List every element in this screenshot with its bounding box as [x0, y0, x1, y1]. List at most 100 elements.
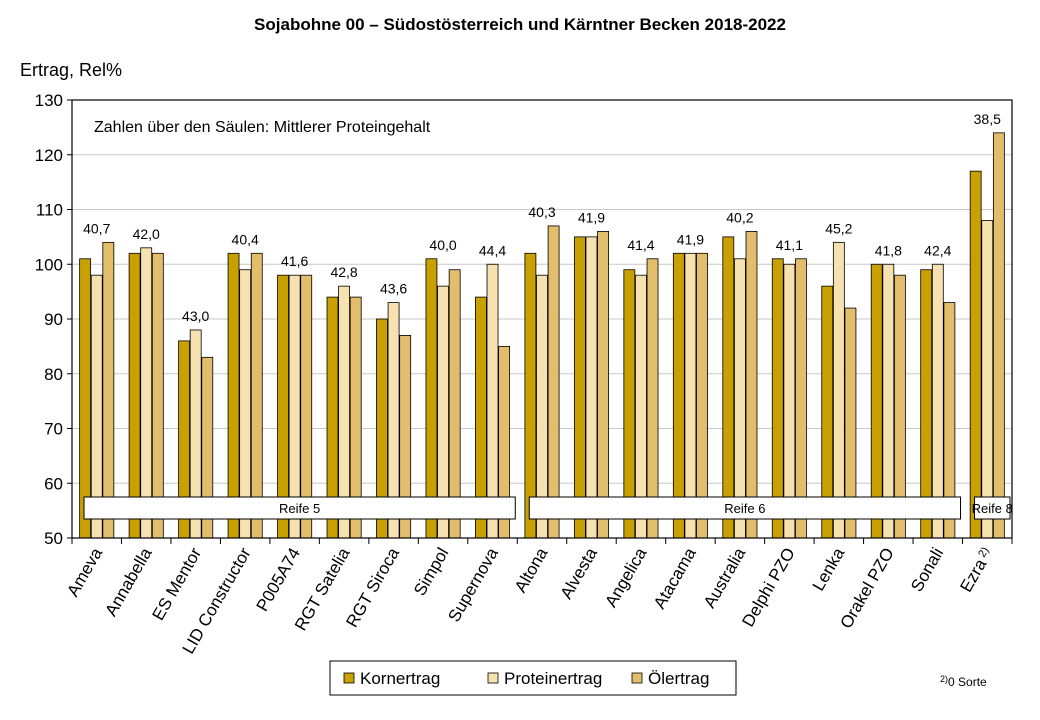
x-tick-label: Sonali — [907, 545, 947, 595]
svg-text:2)0 Sorte: 2)0 Sorte — [940, 674, 987, 689]
ripeness-groups: Reife 5 Reife 6 Reife 8 — [83, 496, 1013, 520]
legend-swatch — [487, 672, 499, 684]
category-superscript: 2) — [975, 545, 992, 562]
x-tick-label: Simpol — [410, 545, 452, 600]
category-name: Altona — [511, 544, 552, 596]
y-axis: 50 60 70 80 90 100 110 120 130 — [35, 91, 72, 548]
bar-ölertrag — [696, 252, 708, 539]
data-label: 43,6 — [380, 281, 407, 297]
y-tick-label: 130 — [35, 91, 63, 110]
group-label: Reife 8 — [972, 501, 1013, 516]
bar-kornertrag — [227, 252, 240, 539]
y-tick-label: 80 — [44, 365, 63, 384]
x-tick-label: Angelica — [601, 544, 650, 610]
legend-swatch — [631, 672, 643, 684]
data-label: 40,2 — [726, 209, 753, 225]
data-label: 43,0 — [182, 308, 209, 324]
bar-kornertrag — [722, 236, 735, 539]
category-name: Simpol — [410, 545, 452, 600]
x-tick-label: Australia — [700, 544, 750, 611]
category-name: ES Mentor — [149, 544, 206, 623]
bar-kornertrag — [969, 170, 982, 539]
annotation-note: Zahlen über den Säulen: Mittlerer Protei… — [94, 119, 431, 136]
group-label: Reife 6 — [724, 501, 765, 516]
bars — [79, 132, 1005, 539]
bar-kornertrag — [672, 252, 685, 539]
bar-ölertrag — [795, 258, 807, 539]
category-name: Delphi PZO — [738, 545, 798, 631]
bar-kornertrag — [524, 252, 537, 539]
category-name: Angelica — [601, 544, 650, 610]
x-tick-label: Delphi PZO — [738, 545, 798, 631]
category-name: Ameva — [63, 544, 106, 600]
bar-ölertrag — [151, 252, 164, 539]
category-name: Sonali — [907, 545, 947, 595]
bar-kornertrag — [771, 258, 784, 539]
x-tick-label: Lenka — [809, 544, 849, 594]
x-tick-label: Ameva — [63, 544, 106, 600]
data-label: 42,0 — [133, 226, 160, 242]
group-label: Reife 5 — [279, 501, 320, 516]
x-tick-label: Alvesta — [557, 544, 602, 602]
group-box — [528, 496, 962, 520]
data-label: 45,2 — [825, 220, 852, 236]
data-labels: 40,7 42,0 43,0 40,4 41,6 42,8 43,6 40,0 44,4 40,3… — [83, 111, 1001, 324]
data-label: 41,8 — [875, 242, 902, 258]
category-name: P005A74 — [253, 545, 304, 615]
bar-proteinertrag — [832, 241, 845, 539]
bar-ölertrag — [646, 258, 659, 539]
legend-label: Kornertrag — [360, 669, 440, 688]
y-tick-label: 50 — [44, 529, 63, 548]
category-name: Alvesta — [557, 544, 602, 602]
bar-proteinertrag — [733, 258, 746, 539]
bar-ölertrag — [745, 230, 758, 539]
y-tick-label: 60 — [44, 474, 63, 493]
legend: Kornertrag Proteinertrag Ölertrag — [329, 660, 737, 696]
y-tick-label: 120 — [35, 146, 63, 165]
y-tick-label: 70 — [44, 420, 63, 439]
y-tick-label: 90 — [44, 310, 63, 329]
data-label: 40,3 — [528, 204, 555, 220]
footnote: 2)0 Sorte — [940, 674, 987, 689]
legend-label: Proteinertrag — [504, 669, 602, 688]
data-label: 42,4 — [924, 242, 951, 258]
bar-ölertrag — [250, 252, 263, 539]
bar-proteinertrag — [140, 247, 153, 539]
data-label: 44,4 — [479, 242, 506, 258]
bar-kornertrag — [425, 258, 438, 539]
bar-proteinertrag — [981, 220, 994, 539]
x-tick-label: P005A74 — [253, 545, 304, 615]
category-name: Atacama — [650, 544, 700, 612]
x-tick-label: Ezra 2) — [956, 545, 996, 596]
category-name: Australia — [700, 544, 750, 611]
x-tick-label: ES Mentor — [149, 544, 206, 623]
group-box — [974, 496, 1011, 520]
data-label: 38,5 — [974, 111, 1001, 127]
data-label: 41,1 — [776, 237, 803, 253]
category-name: Supernova — [444, 544, 502, 625]
footnote-text: 0 Sorte — [948, 675, 987, 689]
data-label: 41,6 — [281, 253, 308, 269]
bar-proteinertrag — [684, 252, 697, 539]
bar-ölertrag — [547, 225, 560, 539]
bar-kornertrag — [79, 258, 92, 539]
data-label: 41,4 — [627, 237, 654, 253]
bar-proteinertrag — [585, 236, 598, 539]
bar-kornertrag — [573, 236, 586, 539]
legend-box — [329, 660, 737, 696]
x-tick-label: Atacama — [650, 544, 700, 612]
x-tick-label: Altona — [511, 544, 552, 596]
y-axis-label: Ertrag, Rel% — [20, 60, 122, 80]
category-name: Annabella — [101, 544, 156, 619]
legend-swatch — [343, 672, 355, 684]
x-tick-label: Supernova — [444, 544, 502, 625]
y-tick-label: 100 — [35, 255, 63, 274]
chart-title: Sojabohne 00 – Südostösterreich und Kärn… — [254, 15, 786, 34]
group-box — [83, 496, 516, 520]
data-label: 41,9 — [578, 209, 605, 225]
footnote-mark: 2) — [940, 674, 948, 684]
legend-label: Ölertrag — [648, 669, 709, 688]
data-label: 40,4 — [232, 231, 259, 247]
data-label: 40,0 — [429, 237, 456, 253]
